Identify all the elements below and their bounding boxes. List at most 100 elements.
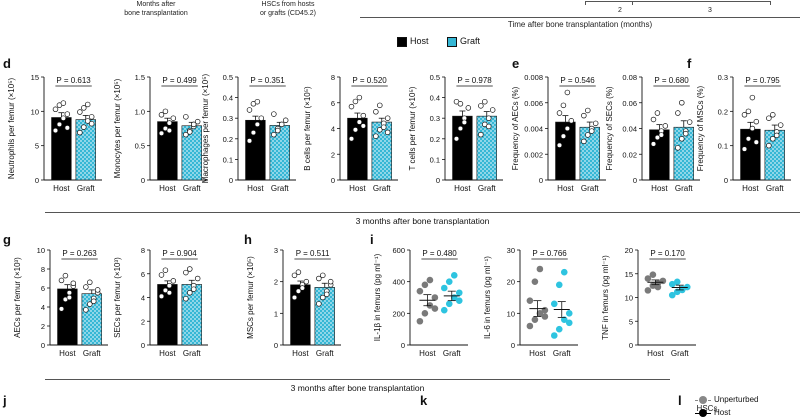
aec_freq-pvalue: P = 0.546 <box>560 76 595 85</box>
msc_freq-point <box>773 132 780 139</box>
mscs-ytick-label: 3 <box>274 246 278 255</box>
tnf-point <box>644 275 652 282</box>
il6-point <box>550 300 558 308</box>
bcells-point <box>352 98 359 105</box>
tcells-point <box>478 131 484 138</box>
panel-letter-g: g <box>3 232 11 247</box>
sec_freq-point <box>654 134 661 141</box>
monocytes-xlabel-graft: Graft <box>183 184 202 193</box>
sec_freq-point <box>675 145 681 151</box>
secs-point <box>183 269 189 276</box>
legend-graft-label: Graft <box>460 36 481 46</box>
mscs-point <box>316 301 322 307</box>
secs-ytick-label: 0 <box>141 341 145 350</box>
il1b-ytick-label: 600 <box>392 246 405 255</box>
tcells-point <box>457 125 464 132</box>
mscs-ytick-label: 0 <box>274 341 278 350</box>
bottom-hscs-label: HSCs <box>696 404 718 413</box>
sec_freq-point <box>682 130 689 137</box>
sec_freq-ylabel: Frequency of SECs (%) <box>605 86 614 170</box>
secs-point <box>187 290 193 296</box>
il6-point <box>541 313 549 320</box>
msc_freq-ytick-label: 0.1 <box>718 142 728 151</box>
mscs-ytick-label: 2 <box>274 278 278 287</box>
mscs-point <box>323 291 330 298</box>
tcells-point <box>478 103 484 109</box>
bcells-point <box>377 127 383 133</box>
bcells-point <box>360 112 367 119</box>
msc_freq-xlabel-graft: Graft <box>766 184 785 193</box>
monocytes-point <box>170 115 177 121</box>
bcells-point <box>356 94 363 101</box>
header-hscs-from: HSCs from hosts or grafts (CD45.2) <box>259 1 317 17</box>
tnf-xlabel-graft: Graft <box>671 349 690 358</box>
macrophages-ytick-label: 0.5 <box>223 73 233 82</box>
monocytes-point <box>183 114 189 120</box>
mscs-ylabel: MSCs per femur (×10⁵) <box>246 256 255 339</box>
msc_freq-point <box>749 94 756 101</box>
macrophages-ytick-label: 0.1 <box>223 155 233 164</box>
aec_freq-point <box>556 142 563 148</box>
bcells-ytick-label: 2 <box>331 150 335 159</box>
neutrophils-xlabel-graft: Graft <box>77 184 96 193</box>
il1b-xlabel-graft: Graft <box>443 349 462 358</box>
msc_freq-point <box>770 112 776 118</box>
secs-point <box>158 272 165 278</box>
il1b-point <box>455 297 463 304</box>
macrophages-point <box>250 129 257 136</box>
tnf-point <box>644 287 652 294</box>
macrophages-point <box>246 107 253 113</box>
tnf-point <box>649 282 657 289</box>
il1b-point <box>421 310 429 317</box>
monocytes-point <box>166 120 173 126</box>
secs-point <box>166 282 173 289</box>
tcells-point <box>461 119 468 126</box>
monocytes-xlabel-host: Host <box>159 184 176 193</box>
tnf-point <box>668 280 676 288</box>
neutrophils-point <box>60 115 67 121</box>
msc_freq-point <box>745 108 752 115</box>
il1b-ytick-label: 0 <box>401 341 405 350</box>
il6-point <box>555 325 563 333</box>
tnf-ytick-label: 0 <box>629 341 633 350</box>
neutrophils-ytick-label: 5 <box>35 142 39 151</box>
il6-point <box>560 268 568 276</box>
mscs-point <box>303 278 310 285</box>
il6-xlabel-graft: Graft <box>553 349 572 358</box>
tcells-point <box>482 98 488 105</box>
neutrophils-ylabel: Neutrophils per femur (×10⁵) <box>7 77 16 179</box>
tcells-point <box>457 101 464 107</box>
il1b-ytick-label: 200 <box>392 309 405 318</box>
sec_freq-pvalue: P = 0.680 <box>654 76 689 85</box>
panel-letter-j: j <box>3 393 7 408</box>
bcells-ytick-label: 6 <box>331 99 335 108</box>
neutrophils-point <box>56 121 63 128</box>
neutrophils-point <box>60 100 67 106</box>
msc_freq-pvalue: P = 0.795 <box>745 76 780 85</box>
neutrophils-point <box>81 105 87 111</box>
secs-xlabel-graft: Graft <box>183 349 202 358</box>
msc_freq-point <box>741 146 748 152</box>
il1b-point <box>421 281 429 289</box>
macrophages-point <box>271 111 277 117</box>
bcells-pvalue: P = 0.520 <box>352 76 387 85</box>
tcells-pvalue: P = 0.978 <box>457 76 492 85</box>
bcells-point <box>360 123 367 129</box>
macrophages-bar-host <box>245 119 266 181</box>
aecs-ytick-label: 6 <box>41 284 45 293</box>
monocytes-point <box>162 108 169 115</box>
aecs-point <box>66 290 73 296</box>
unperturbed-legend-label: Unperturbed <box>714 395 759 404</box>
secs-point <box>162 267 169 273</box>
msc_freq-ytick-label: 0.3 <box>718 73 728 82</box>
aecs-point <box>83 307 89 313</box>
il1b-point <box>440 306 448 314</box>
il1b-xlabel-host: Host <box>419 349 436 358</box>
msc_freq-xlabel-host: Host <box>742 184 759 193</box>
mscs-ytick-label: 1 <box>274 309 278 318</box>
msc_freq-point <box>766 115 772 121</box>
il6-ytick-label: 10 <box>507 309 515 318</box>
tnf-ylabel: TNF in femurs (pg ml⁻¹) <box>601 255 610 340</box>
msc_freq-point <box>766 142 772 149</box>
aec_freq-point <box>581 138 587 145</box>
